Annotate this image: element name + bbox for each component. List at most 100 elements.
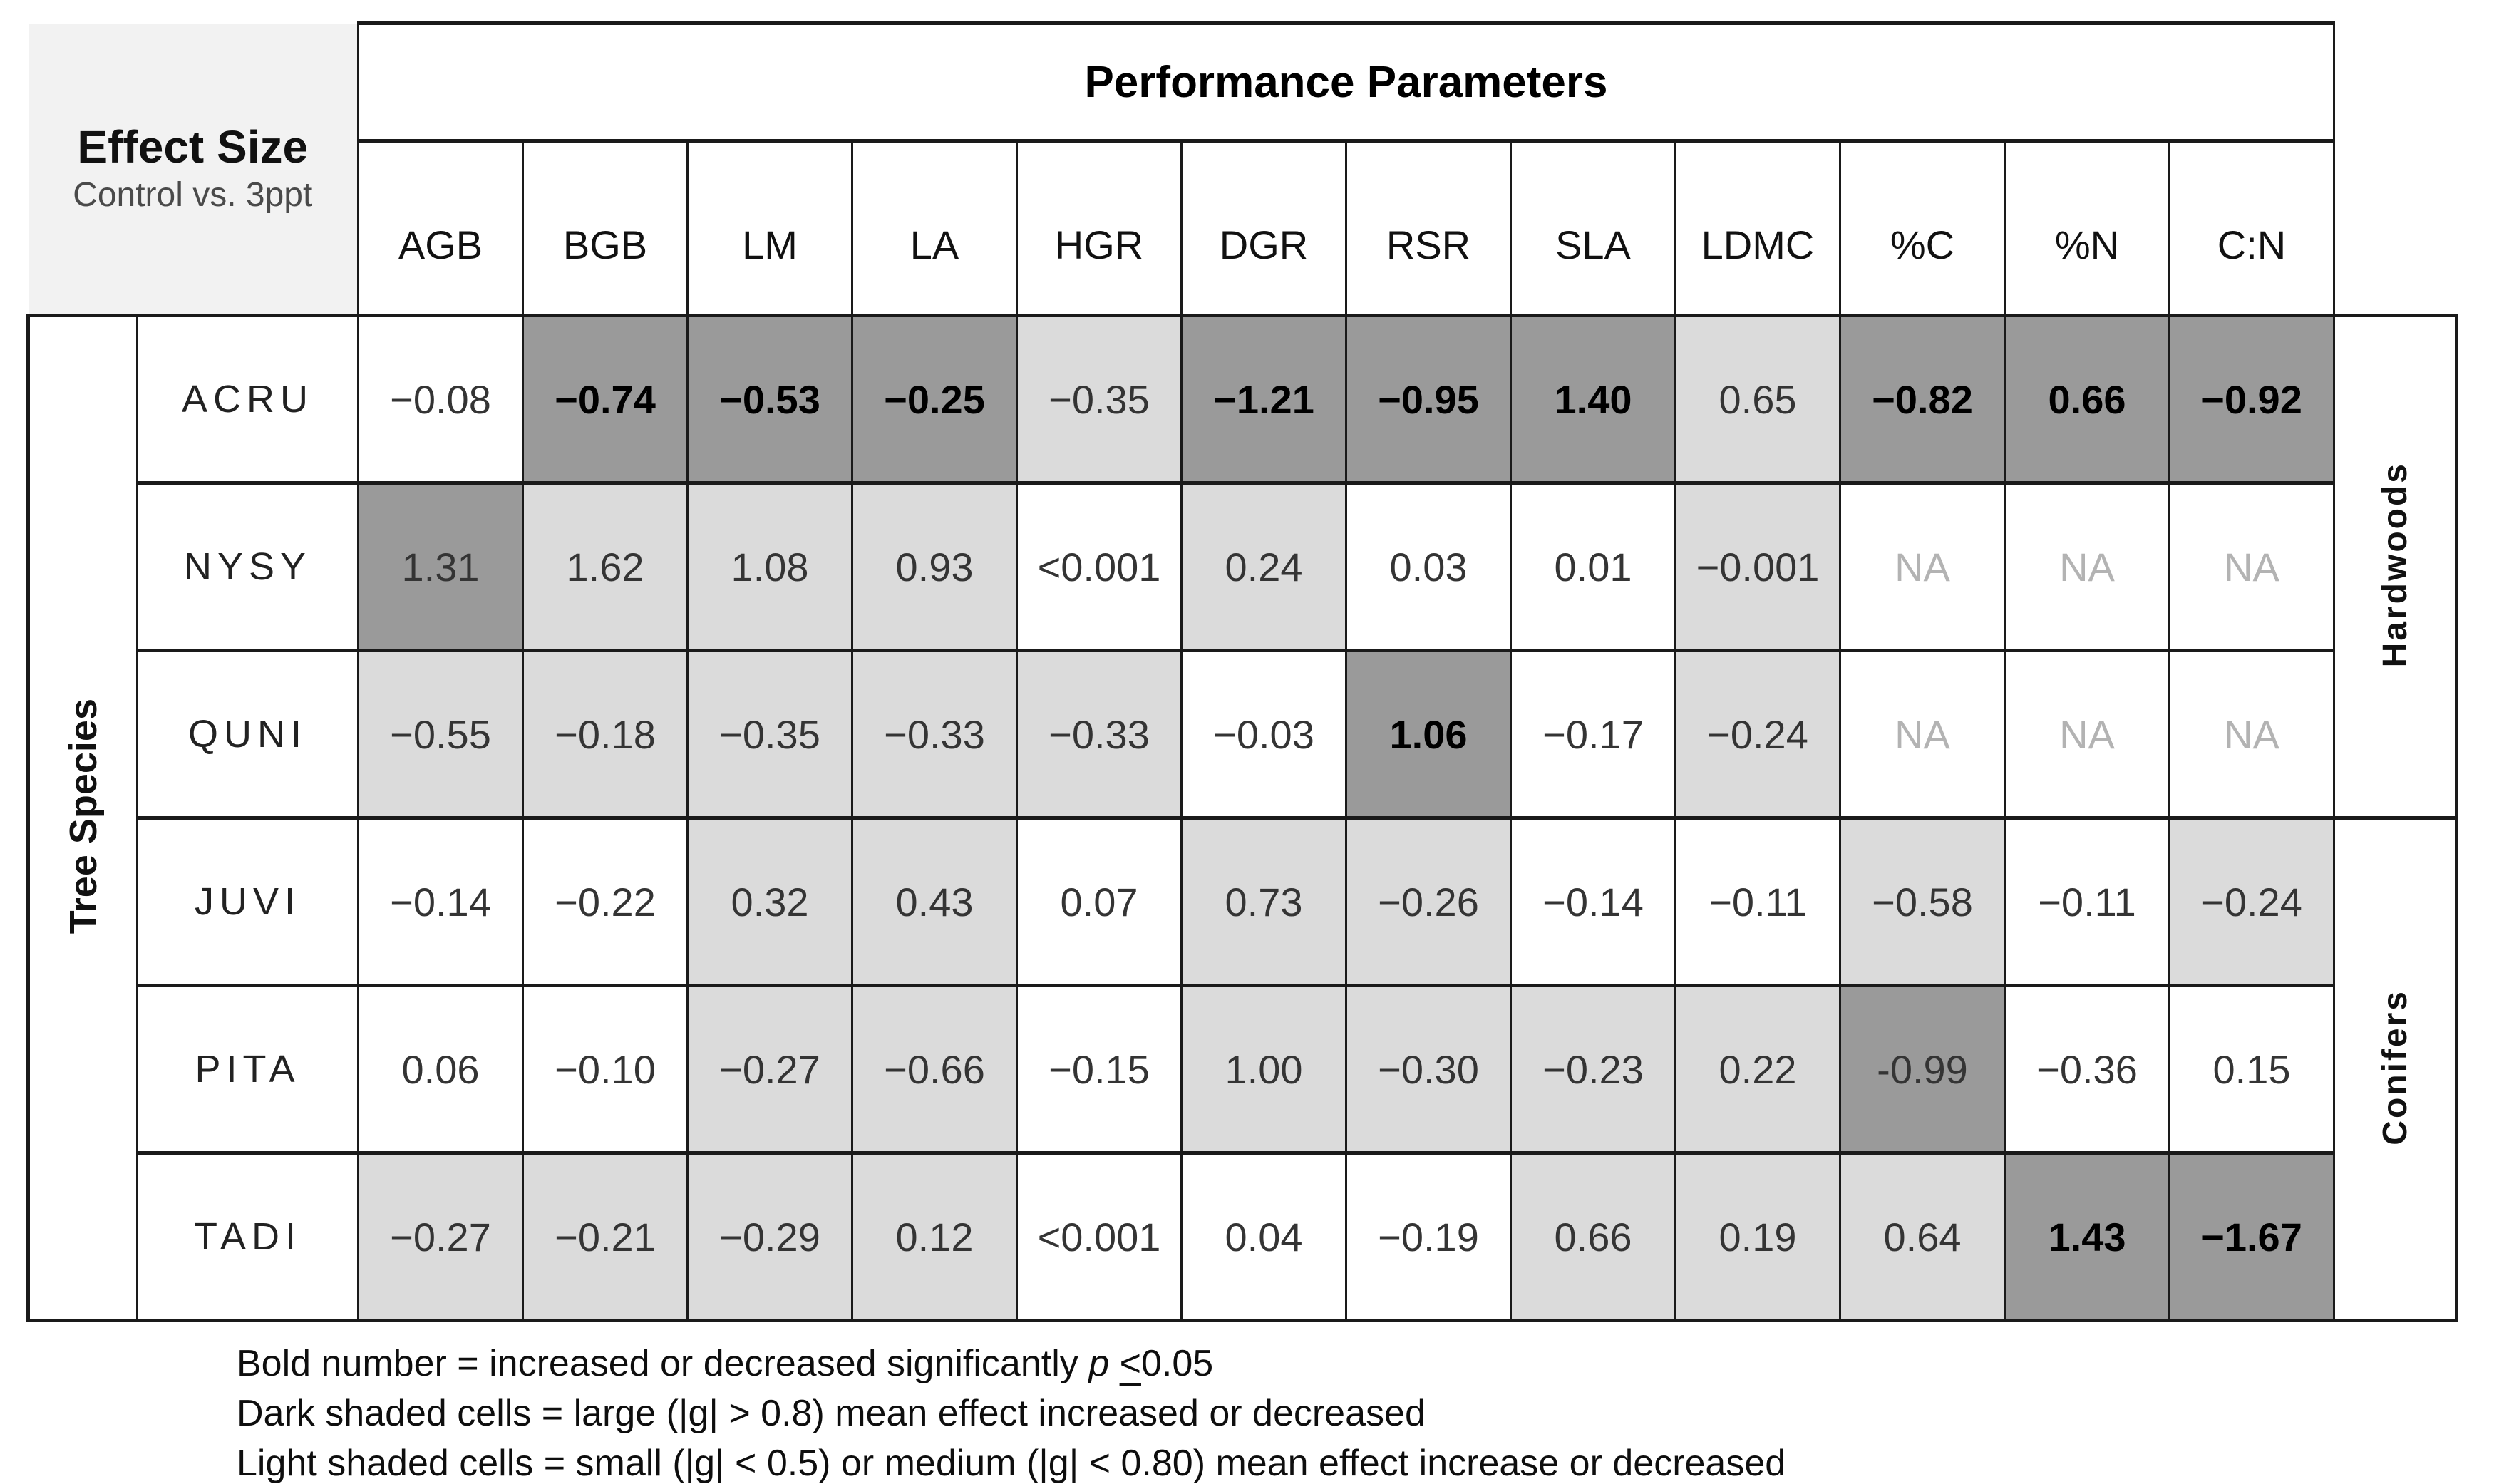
column-header-la: LA [851,140,1018,317]
row-axis-label: Tree Species [26,314,138,1322]
species-label-juvi: JUVI [136,816,359,987]
group-label-text: Conifers [2376,989,2414,1145]
effect-cell-juvi-rsr: −0.26 [1345,816,1512,987]
effect-cell-acru-dgr: −1.21 [1180,314,1347,485]
legend-line-dark: Dark shaded cells = large (|g| > 0.8) me… [237,1393,1426,1434]
effect-cell-nysy-dgr: 0.24 [1180,481,1347,652]
effect-cell-nysy-sla: 0.01 [1510,481,1676,652]
effect-cell-tadi-la: 0.12 [851,1151,1018,1322]
effect-cell-tadi-rsr: −0.19 [1345,1151,1512,1322]
effect-cell-acru-rsr: −0.95 [1345,314,1512,485]
effect-cell-juvi-sla: −0.14 [1510,816,1676,987]
corner-cell: Effect Size Control vs. 3ppt [28,23,359,316]
tree-species-label: Tree Species [61,698,105,934]
effect-cell-quni-lm: −0.35 [686,649,853,820]
effect-cell-juvi-bgb: −0.22 [522,816,689,987]
effect-cell-acru-ldmc: 0.65 [1674,314,1841,485]
effect-cell-pita-sla: −0.23 [1510,984,1676,1155]
column-header-ldmc: LDMC [1674,140,1841,317]
effect-cell-acru-bgb: −0.74 [522,314,689,485]
effect-cell-quni-agb: −0.55 [357,649,524,820]
effect-cell-acru-sla: 1.40 [1510,314,1676,485]
effect-cell-acru-la: −0.25 [851,314,1018,485]
effect-cell-juvi-agb: −0.14 [357,816,524,987]
species-label-quni: QUNI [136,649,359,820]
effect-cell-quni-n: NA [2004,649,2170,820]
effect-cell-nysy-rsr: 0.03 [1345,481,1512,652]
corner-subtitle: Control vs. 3ppt [73,176,313,215]
effect-cell-acru-n: 0.66 [2004,314,2170,485]
species-label-tadi: TADI [136,1151,359,1322]
group-label-conifers: Conifers [2333,816,2458,1322]
effect-cell-juvi-n: −0.11 [2004,816,2170,987]
figure-legend: Bold number = increased or decreased sig… [237,1339,1786,1484]
effect-cell-pita-agb: 0.06 [357,984,524,1155]
column-header-rsr: RSR [1345,140,1512,317]
effect-cell-juvi-ldmc: −0.11 [1674,816,1841,987]
effect-cell-tadi-agb: −0.27 [357,1151,524,1322]
species-label-acru: ACRU [136,314,359,485]
effect-cell-tadi-n: 1.43 [2004,1151,2170,1322]
effect-cell-nysy-bgb: 1.62 [522,481,689,652]
effect-cell-juvi-la: 0.43 [851,816,1018,987]
column-header-dgr: DGR [1180,140,1347,317]
legend-line-bold: Bold number = increased or decreased sig… [237,1343,1214,1384]
group-label-hardwoods: Hardwoods [2333,314,2458,820]
effect-cell-tadi-ldmc: 0.19 [1674,1151,1841,1322]
column-header-sla: SLA [1510,140,1676,317]
corner-title: Effect Size [77,121,309,173]
effect-cell-quni-ldmc: −0.24 [1674,649,1841,820]
effect-cell-nysy-ldmc: −0.001 [1674,481,1841,652]
effect-cell-nysy-lm: 1.08 [686,481,853,652]
effect-cell-quni-bgb: −0.18 [522,649,689,820]
effect-cell-pita-n: −0.36 [2004,984,2170,1155]
effect-cell-quni-rsr: 1.06 [1345,649,1512,820]
effect-cell-quni-la: −0.33 [851,649,1018,820]
effect-cell-acru-lm: −0.53 [686,314,853,485]
effect-cell-juvi-c: −0.58 [1839,816,2006,987]
effect-cell-tadi-dgr: 0.04 [1180,1151,1347,1322]
effect-cell-acru-hgr: −0.35 [1016,314,1183,485]
p-symbol: p [1088,1343,1110,1384]
effect-cell-juvi-cn: −0.24 [2168,816,2335,987]
column-header-hgr: HGR [1016,140,1183,317]
effect-cell-quni-cn: NA [2168,649,2335,820]
effect-cell-pita-ldmc: 0.22 [1674,984,1841,1155]
effect-cell-quni-c: NA [1839,649,2006,820]
effect-cell-pita-bgb: −0.10 [522,984,689,1155]
column-header-bgb: BGB [522,140,689,317]
effect-cell-quni-sla: −0.17 [1510,649,1676,820]
effect-cell-tadi-c: 0.64 [1839,1151,2006,1322]
species-label-nysy: NYSY [136,481,359,652]
column-header-agb: AGB [357,140,524,317]
effect-cell-nysy-hgr: <0.001 [1016,481,1183,652]
legend-line-light: Light shaded cells = small (|g| < 0.5) o… [237,1443,1786,1484]
effect-cell-acru-agb: −0.08 [357,314,524,485]
effect-cell-nysy-c: NA [1839,481,2006,652]
effect-cell-tadi-lm: −0.29 [686,1151,853,1322]
effect-cell-juvi-lm: 0.32 [686,816,853,987]
effect-cell-nysy-n: NA [2004,481,2170,652]
effect-cell-nysy-la: 0.93 [851,481,1018,652]
effect-cell-juvi-hgr: 0.07 [1016,816,1183,987]
effect-cell-pita-la: −0.66 [851,984,1018,1155]
effect-cell-tadi-bgb: −0.21 [522,1151,689,1322]
species-label-pita: PITA [136,984,359,1155]
column-header-c: %C [1839,140,2006,317]
effect-cell-tadi-cn: −1.67 [2168,1151,2335,1322]
effect-cell-acru-c: −0.82 [1839,314,2006,485]
effect-cell-pita-lm: −0.27 [686,984,853,1155]
effect-cell-acru-cn: −0.92 [2168,314,2335,485]
effect-cell-nysy-agb: 1.31 [357,481,524,652]
effect-cell-tadi-sla: 0.66 [1510,1151,1676,1322]
effect-cell-pita-hgr: −0.15 [1016,984,1183,1155]
group-label-text: Hardwoods [2376,462,2414,668]
column-header-cn: C:N [2168,140,2335,317]
effect-cell-quni-hgr: −0.33 [1016,649,1183,820]
effect-cell-nysy-cn: NA [2168,481,2335,652]
effect-cell-pita-c: -0.99 [1839,984,2006,1155]
effect-cell-juvi-dgr: 0.73 [1180,816,1347,987]
column-header-n: %N [2004,140,2170,317]
effect-cell-tadi-hgr: <0.001 [1016,1151,1183,1322]
